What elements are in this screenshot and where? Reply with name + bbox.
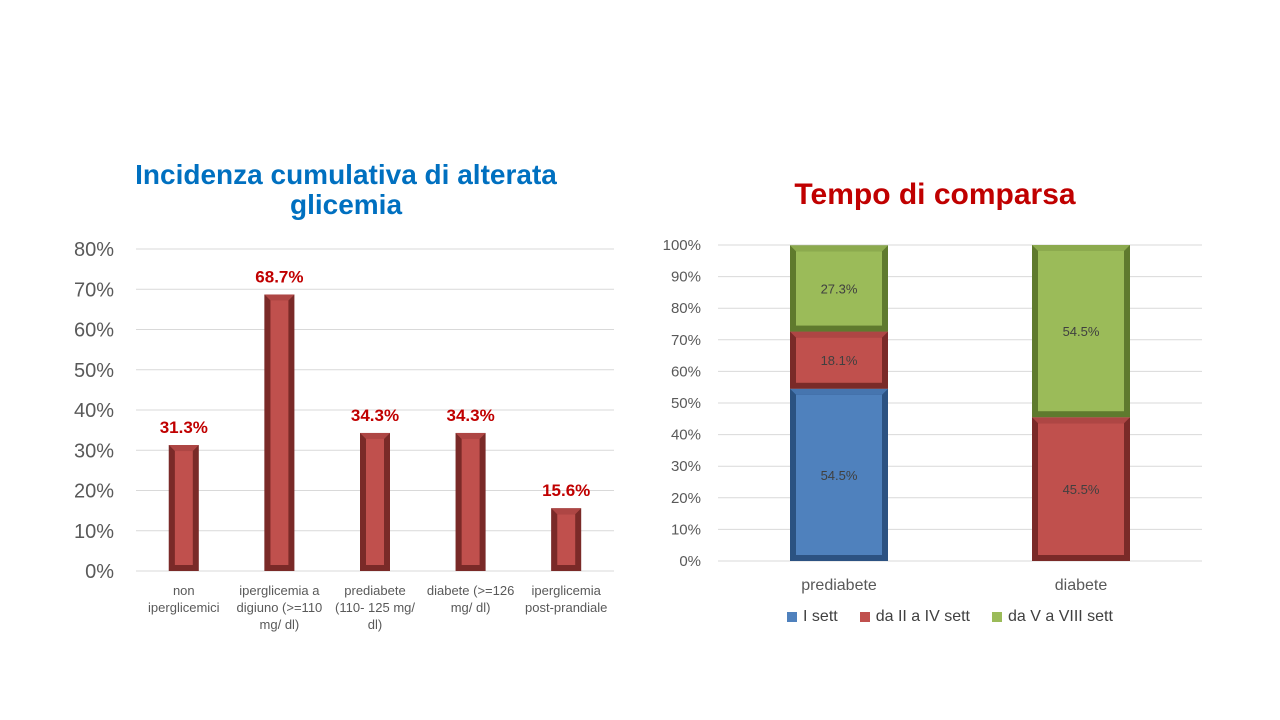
legend-item: da II a IV sett [859, 608, 970, 626]
bar-3 [455, 432, 486, 571]
bar-0-left-bevel [168, 445, 175, 571]
chart2-legend: I sett da II a IV sett da V a VIII sett [700, 608, 1200, 626]
legend-label: I sett [803, 608, 838, 625]
stack-segment-2-1 [1032, 245, 1130, 418]
bar-0 [168, 445, 199, 571]
x-tick-label: prediabete [344, 583, 405, 598]
y-tick-label: 90% [671, 269, 701, 286]
x-tick-label: prediabete [801, 577, 877, 594]
y-tick-label: 60% [74, 320, 114, 342]
legend-label: da II a IV sett [875, 608, 970, 625]
x-tick-label: (110- 125 mg/ [335, 600, 415, 615]
bar-1-left-bevel [264, 294, 271, 571]
bar-0-top-bevel [168, 445, 199, 452]
bar-1 [264, 294, 295, 571]
stack-segment-0-0-top-bevel [790, 388, 888, 395]
legend-swatch-i-sett [787, 612, 798, 622]
data-label: 54.5% [1063, 324, 1100, 339]
y-tick-label: 10% [74, 521, 114, 543]
bar-2-top-bevel [360, 432, 390, 439]
y-tick-label: 100% [663, 237, 701, 254]
bar-1-face [270, 300, 289, 565]
stack-segment-1-0-left-bevel [790, 331, 796, 389]
y-tick-label: 60% [671, 363, 701, 380]
x-tick-label: post-prandiale [525, 600, 607, 615]
bar-3-face [461, 438, 480, 565]
x-tick-label: non [173, 583, 195, 598]
bar-3-left-bevel [455, 432, 462, 571]
bar-2-left-bevel [360, 432, 366, 571]
legend-item: I sett [787, 608, 838, 626]
y-tick-label: 30% [74, 440, 114, 462]
x-tick-label: dl) [368, 617, 382, 632]
x-tick-label: diabete [1055, 577, 1108, 594]
y-tick-label: 0% [679, 553, 701, 570]
y-tick-label: 70% [671, 332, 701, 349]
data-label: 54.5% [821, 468, 858, 483]
x-tick-label: iperglicemici [148, 600, 220, 615]
stack-segment-1-1-face [1038, 423, 1124, 555]
stack-segment-1-0 [790, 331, 888, 389]
x-tick-label: iperglicemia [532, 583, 602, 598]
stack-segment-1-0-top-bevel [790, 331, 888, 338]
stack-segment-1-1-left-bevel [1032, 417, 1038, 561]
x-tick-label: mg/ dl) [451, 600, 491, 615]
data-label: 68.7% [255, 267, 303, 286]
y-tick-label: 20% [671, 490, 701, 507]
legend-label: da V a VIII sett [1008, 608, 1113, 625]
stack-segment-1-1-top-bevel [1032, 417, 1130, 424]
data-label: 31.3% [160, 418, 208, 437]
bar-0-face [174, 451, 193, 565]
y-tick-label: 50% [74, 360, 114, 382]
stack-segment-2-1-face [1038, 251, 1124, 412]
data-label: 34.3% [446, 406, 494, 425]
data-label: 18.1% [821, 353, 858, 368]
legend-item: da V a VIII sett [992, 608, 1113, 626]
y-tick-label: 20% [74, 481, 114, 503]
bar-2 [360, 432, 390, 571]
y-tick-label: 50% [671, 395, 701, 412]
stack-segment-2-0-top-bevel [790, 245, 888, 252]
y-tick-label: 80% [671, 300, 701, 317]
bar-4-left-bevel [551, 508, 558, 571]
bar-3-top-bevel [455, 432, 486, 439]
legend-swatch-ii-iv-sett [859, 612, 870, 622]
y-tick-label: 0% [85, 561, 114, 583]
stack-segment-2-0 [790, 245, 888, 332]
data-label: 27.3% [821, 281, 858, 296]
y-tick-label: 40% [671, 427, 701, 444]
chart2-title: Tempo di comparsa [794, 178, 1076, 211]
data-label: 45.5% [1063, 482, 1100, 497]
stack-segment-1-0-face [796, 337, 882, 383]
x-tick-label: digiuno (>=110 [237, 600, 323, 615]
chart1-title: Incidenza cumulativa di alterata glicemi… [135, 159, 557, 220]
x-tick-label: mg/ dl) [260, 617, 300, 632]
bar-4-top-bevel [551, 508, 582, 515]
stack-segment-2-1-left-bevel [1032, 245, 1038, 418]
legend-swatch-v-viii-sett [992, 612, 1002, 622]
y-tick-label: 10% [671, 521, 701, 538]
stack-segment-2-1-top-bevel [1032, 245, 1130, 251]
stack-segment-2-0-face [796, 251, 882, 326]
bar-1-top-bevel [264, 294, 295, 301]
stack-segment-0-0-left-bevel [790, 388, 796, 561]
bar-2-face [366, 438, 384, 565]
y-tick-label: 80% [74, 239, 114, 261]
y-tick-label: 30% [671, 458, 701, 475]
stack-segment-2-0-left-bevel [790, 245, 796, 332]
y-tick-label: 40% [74, 400, 114, 422]
stack-segment-0-0-face [796, 394, 882, 555]
stack-segment-0-0 [790, 388, 888, 561]
x-tick-label: diabete (>=126 [427, 583, 514, 598]
bar-4-face [557, 514, 576, 565]
stack-segment-1-1 [1032, 417, 1130, 561]
data-label: 34.3% [351, 406, 399, 425]
bar-4 [551, 508, 582, 571]
y-tick-label: 70% [74, 279, 114, 301]
data-label: 15.6% [542, 481, 590, 500]
x-tick-label: iperglicemia a [239, 583, 320, 598]
